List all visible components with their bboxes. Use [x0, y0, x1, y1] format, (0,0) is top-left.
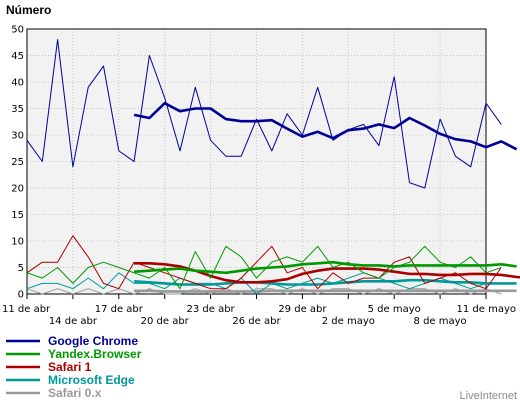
y-tick-label: 35 [11, 104, 24, 115]
legend-label: Microsoft Edge [48, 373, 135, 387]
series-daily-line [26, 235, 502, 290]
legend-label: Safari 1 [48, 360, 92, 374]
series-safari-1 [26, 235, 520, 290]
series-average-line [134, 260, 517, 275]
series-average-line [134, 261, 520, 284]
y-tick-label: 50 [11, 25, 24, 36]
series-google-chrome [26, 39, 518, 189]
y-tick-label: 10 [11, 237, 24, 248]
x-tick-label: 20 de abr [141, 316, 190, 327]
series-daily-line [26, 245, 502, 290]
chart-title: Número [6, 3, 52, 17]
x-tick-label: 14 de abr [49, 316, 98, 327]
x-tick-label: 23 de abr [187, 304, 236, 315]
series-daily-line [26, 272, 502, 295]
x-tick-label: 8 de mayo [414, 316, 467, 327]
y-tick-label: 20 [11, 184, 24, 195]
series-daily-line [26, 39, 502, 189]
x-tick-label: 11 de mayo [457, 304, 517, 315]
y-tick-label: 15 [11, 210, 24, 221]
x-tick-label: 26 de abr [232, 316, 281, 327]
y-tick-label: 30 [11, 131, 24, 142]
brand-label: LiveInternet [460, 390, 517, 402]
y-tick-label: 40 [11, 78, 24, 89]
y-tick-label: 5 [18, 263, 24, 274]
y-tick-label: 45 [11, 51, 24, 62]
series-average-line [133, 101, 518, 151]
x-tick-label: 11 de abr [2, 304, 51, 315]
y-tick-label: 25 [11, 157, 24, 168]
y-tick-label: 0 [18, 290, 24, 301]
series-yandex-browser [26, 245, 517, 290]
x-tick-label: 2 de mayo [322, 316, 375, 327]
legend-label: Safari 0.x [48, 386, 102, 400]
x-tick-label: 17 de abr [95, 304, 144, 315]
grid [27, 28, 486, 294]
series-layer [26, 39, 520, 295]
x-tick-label: 29 de abr [278, 304, 327, 315]
series-average-line [134, 289, 517, 293]
legend-label: Yandex.Browser [48, 347, 142, 361]
x-tick-label: 5 de mayo [368, 304, 421, 315]
legend-label: Google Chrome [48, 334, 138, 348]
